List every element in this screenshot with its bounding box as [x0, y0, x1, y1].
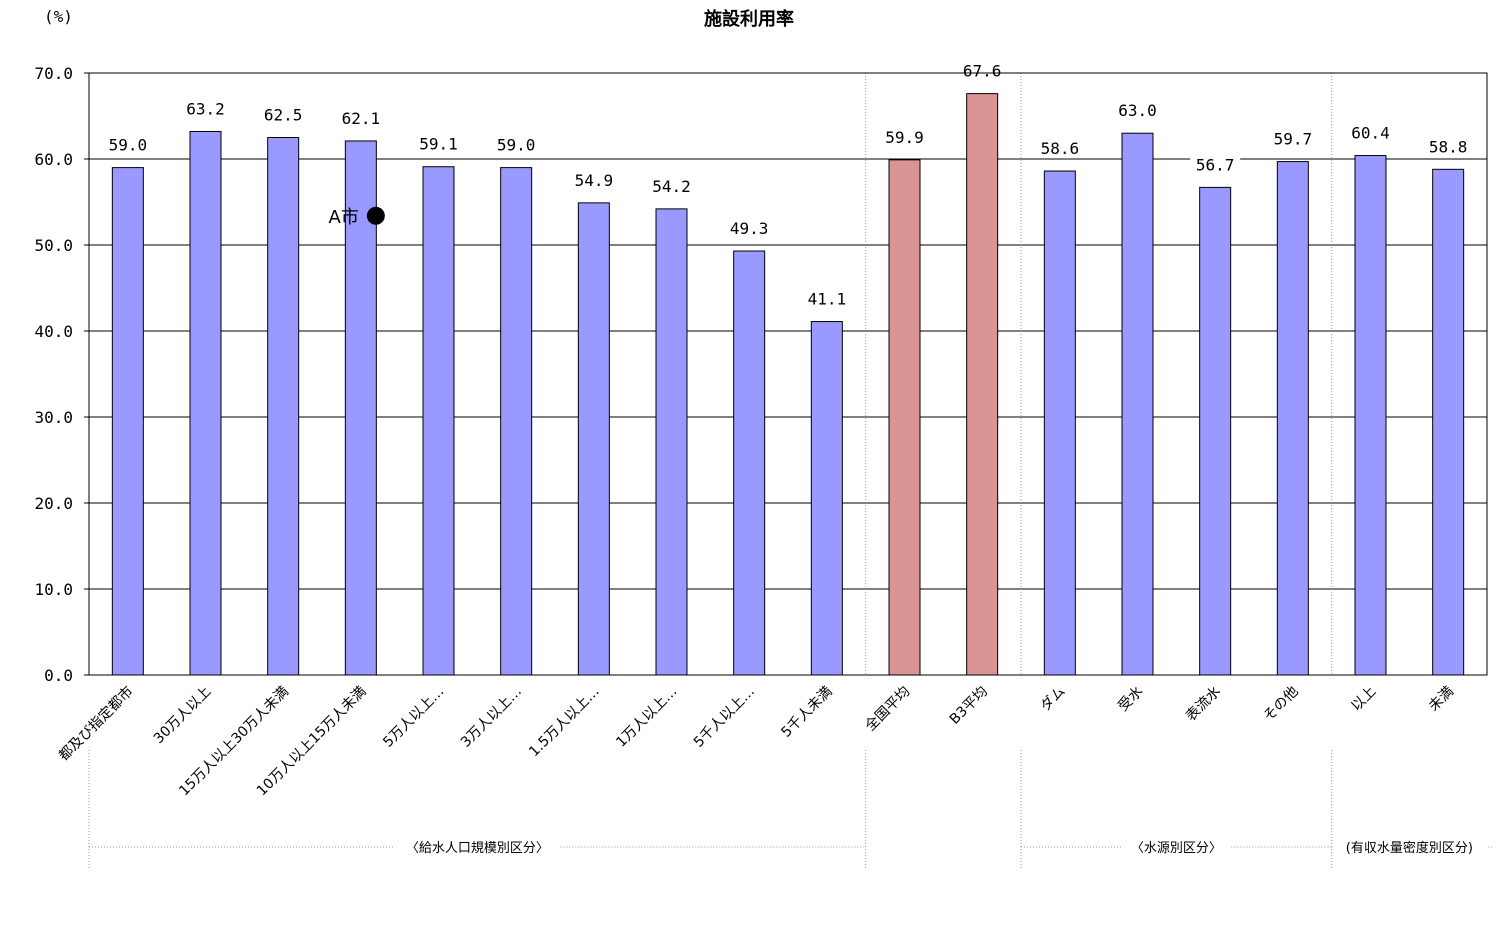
value-label: 58.6: [1041, 139, 1080, 158]
x-tick-label: その他: [1261, 684, 1302, 725]
axes: 0.0 10.0 20.0 30.0 40.0 50.0 60.0 70.0: [34, 64, 1488, 685]
value-label-background: [1423, 134, 1474, 157]
marker: A市: [329, 206, 385, 228]
y-tick-label: 20.0: [34, 494, 73, 513]
x-tick-label: 全国平均: [862, 683, 914, 735]
value-label-background: [879, 124, 930, 147]
marker-label: A市: [329, 207, 359, 228]
x-tick-label: 表流水: [1183, 684, 1224, 725]
value-label: 41.1: [808, 290, 847, 309]
bar: [267, 137, 300, 676]
bar: [733, 250, 766, 676]
value-label-background: [491, 132, 542, 155]
bar: [189, 130, 222, 676]
bar: [344, 140, 377, 676]
group-label: 〈給水人口規模別区分〉: [406, 841, 549, 856]
value-label: 60.4: [1351, 124, 1390, 143]
x-tick-label: 5千人未満: [778, 684, 835, 741]
x-tick-label: 1.5万人以上…: [526, 684, 603, 761]
value-label-background: [568, 167, 619, 190]
value-label-background: [1034, 136, 1085, 159]
bar: [966, 93, 999, 676]
value-label: 63.0: [1118, 101, 1157, 120]
value-label-background: [1112, 98, 1163, 121]
x-tick-label: B3平均: [947, 684, 991, 728]
x-tick-label: ダム: [1038, 684, 1069, 715]
y-tick-label: 0.0: [44, 666, 73, 685]
plot-frame: [88, 72, 1488, 676]
value-label-background: [724, 216, 775, 239]
y-axis-unit-label: (%): [44, 7, 73, 26]
bar: [577, 202, 610, 676]
y-tick-label: 50.0: [34, 236, 73, 255]
x-tick-label: 都及び指定都市: [55, 683, 136, 764]
bar: [655, 208, 688, 676]
y-tick-label: 60.0: [34, 150, 73, 169]
chart-title: 施設利用率: [704, 8, 794, 30]
bar: [1354, 155, 1387, 676]
bar: [1199, 186, 1232, 676]
value-label: 59.7: [1274, 130, 1313, 149]
x-tick-label: 30万人以上: [151, 684, 215, 748]
value-label: 58.8: [1429, 137, 1468, 156]
x-tick-label: 以上: [1348, 684, 1379, 715]
value-label: 67.6: [963, 62, 1002, 81]
group-labels: 〈給水人口規模別区分〉 〈水源別区分〉 (有収水量密度別区分): [89, 840, 1493, 856]
x-tick-label: 3万人以上…: [458, 684, 525, 751]
marker-dot: [366, 206, 385, 225]
value-label: 62.1: [342, 109, 381, 128]
bar: [1043, 170, 1076, 676]
value-label: 54.9: [575, 171, 614, 190]
y-tick-label: 30.0: [34, 408, 73, 427]
value-label: 59.0: [497, 136, 536, 155]
value-label: 56.7: [1196, 155, 1235, 174]
bars: [111, 93, 1465, 676]
y-tick-label: 40.0: [34, 322, 73, 341]
value-labels: 59.0 63.2 62.5 62.1 59.1 59.0 54.9 54.2 49.3 41.1…: [102, 58, 1474, 309]
group-label: (有収水量密度別区分): [1346, 840, 1473, 856]
bar: [500, 167, 533, 676]
bar: [1432, 168, 1465, 676]
x-tick-label: 5千人以上…: [691, 684, 758, 751]
value-label-background: [646, 173, 697, 196]
value-label: 59.1: [419, 135, 458, 154]
value-label-background: [102, 132, 153, 155]
x-tick-label: 受水: [1115, 684, 1146, 715]
group-label: 〈水源別区分〉: [1131, 841, 1222, 856]
value-label-background: [335, 105, 386, 128]
y-tick-label: 10.0: [34, 580, 73, 599]
value-label: 59.0: [109, 136, 148, 155]
value-label-background: [180, 96, 231, 119]
bar: [888, 159, 921, 676]
value-label-background: [1267, 126, 1318, 149]
value-label: 49.3: [730, 219, 769, 238]
bar: [1121, 132, 1154, 676]
value-label: 54.2: [652, 177, 691, 196]
value-label-background: [1345, 120, 1396, 143]
x-tick-label: 5万人以上…: [380, 684, 447, 751]
y-tick-label: 70.0: [34, 64, 73, 83]
bar: [422, 166, 455, 676]
value-label-background: [957, 58, 1008, 81]
value-label-background: [413, 131, 464, 154]
value-label-background: [1190, 152, 1241, 175]
bar: [111, 167, 144, 676]
x-tick-label: 1万人以上…: [613, 684, 680, 751]
bar: [1276, 161, 1309, 676]
value-label: 62.5: [264, 106, 303, 125]
value-label: 63.2: [186, 99, 225, 118]
bar: [810, 321, 843, 676]
value-label-background: [258, 102, 309, 125]
value-label: 59.9: [885, 128, 924, 147]
value-label-background: [801, 286, 852, 309]
x-tick-label: 未満: [1426, 684, 1457, 715]
